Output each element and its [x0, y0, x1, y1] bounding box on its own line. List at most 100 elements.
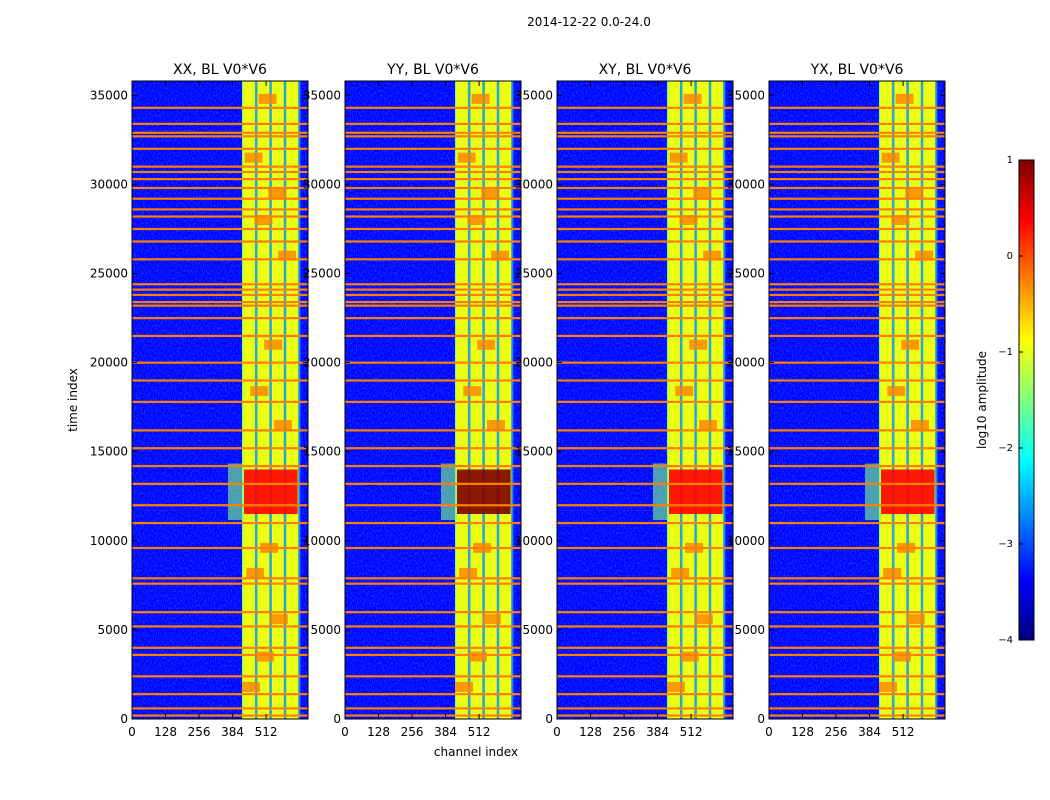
band-blotch — [491, 250, 510, 261]
band-blotch — [879, 681, 897, 692]
y-tick-label: 20000 — [727, 356, 765, 370]
flagged-row — [557, 135, 733, 138]
flagged-row — [132, 546, 308, 550]
colorbar-ramp — [1018, 159, 1035, 641]
band-column — [668, 81, 681, 719]
y-tick-label: 30000 — [727, 177, 765, 191]
y-tick-label: 25000 — [727, 266, 765, 280]
band-blotch — [906, 614, 925, 625]
band-gap — [920, 81, 924, 719]
flagged-row — [132, 170, 308, 174]
flagged-row — [769, 611, 945, 614]
band-gap — [298, 81, 301, 719]
flagged-row — [769, 186, 945, 190]
flagged-row — [557, 122, 733, 125]
band-blotch — [477, 339, 496, 350]
band-blotch — [680, 651, 699, 662]
flagged-row — [345, 625, 521, 628]
band-blotch — [457, 152, 476, 163]
flagged-row — [132, 334, 308, 338]
flagged-row — [557, 106, 733, 109]
figure-suptitle: 2014-12-22 0.0-24.0 — [527, 15, 651, 29]
flagged-row — [132, 131, 308, 134]
flagged-row — [557, 546, 733, 550]
flagged-row — [132, 577, 308, 580]
x-tick-label: 512 — [892, 725, 915, 739]
band-blotch — [269, 614, 288, 625]
y-tick-label: 10000 — [727, 534, 765, 548]
x-tick-label: 256 — [401, 725, 424, 739]
heatmap-body — [557, 81, 733, 719]
flagged-row — [132, 693, 308, 696]
flagged-row — [132, 283, 308, 286]
peak-halo — [865, 463, 881, 521]
flagged-row — [557, 625, 733, 628]
flagged-row — [132, 361, 308, 364]
flagged-row — [769, 714, 945, 717]
band-blotch — [905, 188, 924, 199]
band-column — [243, 81, 256, 719]
flagged-row — [769, 135, 945, 138]
y-tick-label: 30000 — [303, 177, 341, 191]
panel-title: YY, BL V0*V6 — [386, 62, 479, 78]
y-tick-label: 0 — [757, 712, 765, 726]
flagged-row — [132, 625, 308, 628]
flagged-row — [345, 653, 521, 657]
flagged-row — [345, 546, 521, 550]
flagged-row — [557, 675, 733, 678]
axes-frame — [131, 80, 309, 720]
flagged-row — [345, 170, 521, 174]
band-blotch — [273, 419, 292, 430]
flagged-row — [132, 288, 308, 291]
x-tick-label: 512 — [680, 725, 703, 739]
band-column — [923, 81, 936, 719]
x-tick-label: 512 — [468, 725, 491, 739]
y-tick-label: 30000 — [90, 177, 128, 191]
flagged-row — [769, 429, 945, 432]
x-tick-label: 0 — [553, 725, 561, 739]
flagged-row — [557, 707, 733, 710]
flagged-row — [132, 165, 308, 168]
flagged-row — [557, 482, 733, 485]
flagged-row — [557, 646, 733, 649]
x-tick-label: 384 — [434, 725, 457, 739]
x-tick-label: 256 — [188, 725, 211, 739]
y-tick-label: 35000 — [303, 88, 341, 102]
flagged-row — [557, 521, 733, 525]
flagged-row — [557, 131, 733, 134]
flagged-row — [557, 215, 733, 218]
flagged-row — [345, 293, 521, 297]
flagged-row — [557, 317, 733, 320]
band-blotch — [467, 215, 486, 226]
band-blotch — [482, 614, 501, 625]
flagged-row — [132, 300, 308, 304]
band-column — [499, 81, 512, 719]
flagged-row — [769, 283, 945, 286]
peak-region — [669, 469, 723, 515]
flagged-row — [557, 653, 733, 657]
flagged-row — [132, 521, 308, 525]
flagged-row — [769, 646, 945, 649]
y-tick-label: 5000 — [522, 623, 553, 637]
flagged-row — [345, 122, 521, 125]
peak-region — [881, 469, 935, 515]
flagged-row — [769, 482, 945, 485]
flagged-row — [769, 208, 945, 211]
flagged-row — [345, 227, 521, 231]
y-tick-label: 0 — [545, 712, 553, 726]
x-tick-label: 128 — [367, 725, 390, 739]
band-blotch — [667, 681, 685, 692]
band-blotch — [246, 567, 265, 578]
flagged-row — [132, 714, 308, 717]
flagged-row — [132, 464, 308, 468]
flagged-row — [769, 582, 945, 585]
flagged-row — [557, 361, 733, 364]
band-blotch — [268, 188, 287, 199]
flagged-row — [132, 293, 308, 297]
flagged-row — [345, 379, 521, 382]
flagged-row — [132, 707, 308, 710]
y-tick-label: 25000 — [515, 266, 553, 280]
flagged-row — [769, 197, 945, 200]
band-blotch — [910, 419, 929, 430]
band-column — [880, 81, 893, 719]
